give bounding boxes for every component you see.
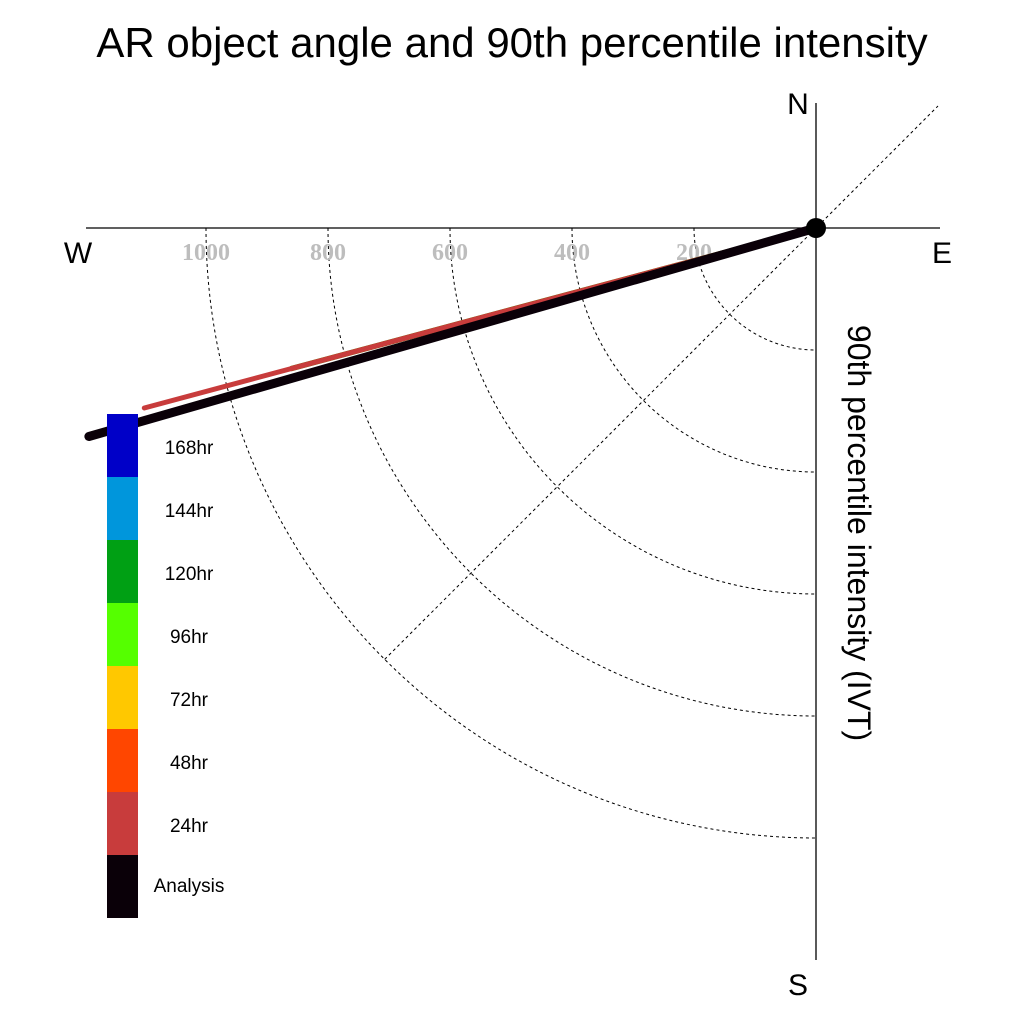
compass-west-label: W (64, 237, 93, 270)
legend-label-96hr: 96hr (170, 627, 209, 648)
legend-label-24hr: 24hr (170, 816, 209, 837)
grid-arc-1000 (205, 227, 817, 839)
compass-east-label: E (932, 237, 952, 270)
series-lines (84, 223, 821, 441)
grid-arc-400 (571, 227, 817, 473)
grid-arc-600 (449, 227, 817, 595)
y-axis-label: 90th percentile intensity (IVT) (841, 325, 877, 741)
series-line-analysis (84, 223, 821, 441)
legend-label-120hr: 120hr (165, 564, 214, 585)
legend-swatch-72hr (107, 666, 138, 729)
legend-label-144hr: 144hr (165, 501, 214, 522)
legend-swatch-96hr (107, 603, 138, 666)
legend-label-analysis: Analysis (154, 876, 225, 897)
polar-grid (205, 105, 939, 839)
legend: 168hr 144hr 120hr 96hr 72hr 48hr 24hr Analysis (107, 414, 224, 918)
radial-tick-label-1000: 1000 (182, 240, 230, 266)
grid-arc-200 (693, 227, 817, 351)
origin-marker (806, 218, 826, 238)
compass-north-label: N (787, 88, 809, 121)
legend-swatch-24hr (107, 792, 138, 855)
legend-swatch-120hr (107, 540, 138, 603)
grid-arc-800 (327, 227, 817, 717)
legend-label-168hr: 168hr (165, 438, 214, 459)
radial-tick-label-800: 800 (310, 240, 346, 266)
legend-swatch-48hr (107, 729, 138, 792)
compass-axes: N E S W (64, 88, 952, 1002)
legend-swatch-168hr (107, 414, 138, 477)
legend-swatch-144hr (107, 477, 138, 540)
radial-tick-label-600: 600 (432, 240, 468, 266)
legend-swatch-analysis (107, 855, 138, 918)
radial-tick-label-400: 400 (554, 240, 590, 266)
compass-south-label: S (788, 969, 808, 1002)
chart-title: AR object angle and 90th percentile inte… (96, 19, 927, 66)
legend-label-48hr: 48hr (170, 753, 209, 774)
grid-diagonal (384, 105, 939, 660)
legend-label-72hr: 72hr (170, 690, 209, 711)
